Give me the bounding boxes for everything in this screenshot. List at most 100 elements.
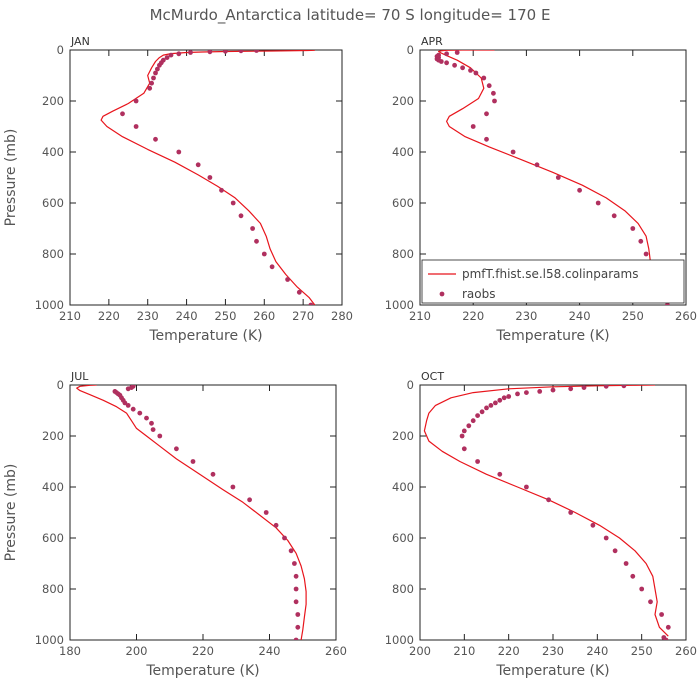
obs-point <box>454 50 460 55</box>
y-tick-label: 600 <box>392 196 414 210</box>
obs-point <box>293 637 299 640</box>
obs-point <box>515 391 520 397</box>
y-tick-label: 800 <box>42 247 64 261</box>
obs-point <box>534 162 540 168</box>
obs-point <box>491 90 496 96</box>
chart-panel-jul: 180 200 220 240 260 0 200 400 600 800 1000 JUL Tempe… <box>3 370 347 679</box>
obs-point <box>621 385 627 389</box>
obs-point <box>630 226 636 231</box>
obs-point <box>484 405 489 411</box>
obs-point <box>595 200 601 206</box>
obs-point <box>444 51 449 57</box>
y-tick-label: 1000 <box>385 633 414 647</box>
obs-point <box>295 624 301 630</box>
chart-panel-jan: 210 220 230 240 250 260 270 280 0 200 400 600 800 100… <box>3 35 353 344</box>
obs-point <box>537 389 543 394</box>
obs-point <box>296 289 302 295</box>
obs-point <box>550 387 556 393</box>
obs-point <box>133 98 139 104</box>
obs-point <box>470 124 476 129</box>
obs-point <box>151 75 156 81</box>
obs-point <box>630 573 636 579</box>
obs-point <box>207 175 213 180</box>
plot-frame <box>69 49 343 306</box>
obs-point <box>506 394 512 399</box>
y-tick-label: 0 <box>407 378 414 392</box>
obs-point <box>581 385 587 390</box>
x-tick-label: 230 <box>515 309 537 323</box>
y-tick-label: 600 <box>42 531 64 545</box>
legend: pmfT.fhist.se.l58.colinparams raobs <box>421 259 685 304</box>
obs-point <box>497 397 503 403</box>
y-tick-label: 200 <box>392 429 414 443</box>
obs-point <box>293 573 299 579</box>
obs-point <box>452 62 457 68</box>
chart-panel-apr: 210 220 230 240 250 260 0 200 400 600 800 1000 APR Te… <box>385 35 697 344</box>
obs-point <box>497 471 503 477</box>
obs-point <box>481 75 487 81</box>
obs-point <box>207 50 213 55</box>
y-tick-label: 800 <box>42 582 64 596</box>
obs-point <box>230 200 236 206</box>
obs-point <box>436 52 441 58</box>
y-tick-label: 400 <box>42 480 64 494</box>
obs-point <box>470 418 476 424</box>
obs-point <box>501 395 507 401</box>
obs-point <box>466 423 472 429</box>
x-tick-label: 260 <box>675 644 697 658</box>
obs-point <box>254 238 259 244</box>
obs-point <box>524 390 529 395</box>
obs-point <box>153 136 158 142</box>
x-tick-label: 260 <box>325 644 347 658</box>
y-tick-label: 200 <box>392 94 414 108</box>
obs-point <box>238 213 244 219</box>
obs-point <box>603 535 609 541</box>
model-profile-line <box>423 385 669 637</box>
obs-point <box>665 624 671 630</box>
obs-point <box>137 410 143 416</box>
panel-month-label: JAN <box>70 35 90 48</box>
obs-point <box>223 50 228 54</box>
x-tick-label: 180 <box>59 644 81 658</box>
obs-point <box>168 52 174 58</box>
obs-point <box>648 599 653 605</box>
x-tick-label: 240 <box>259 644 281 658</box>
x-axis-label: Temperature (K) <box>495 663 609 679</box>
x-tick-label: 250 <box>622 309 644 323</box>
obs-point <box>568 386 574 392</box>
y-tick-label: 400 <box>392 145 414 159</box>
obs-point <box>460 65 465 71</box>
obs-point <box>230 484 236 490</box>
obs-point <box>488 403 494 408</box>
obs-point <box>174 446 179 452</box>
x-tick-label: 210 <box>409 309 431 323</box>
y-tick-label: 200 <box>42 429 64 443</box>
y-tick-label: 800 <box>392 247 414 261</box>
obs-point <box>612 548 618 554</box>
obs-point <box>577 187 582 193</box>
obs-point <box>659 612 664 617</box>
obs-point <box>484 136 489 142</box>
obs-point <box>176 149 182 155</box>
obs-point <box>130 385 136 389</box>
panels: 210 220 230 240 250 260 270 280 0 200 400 600 800 100… <box>3 35 697 679</box>
x-tick-label: 240 <box>176 309 198 323</box>
x-tick-label: 260 <box>675 309 697 323</box>
obs-point <box>153 70 158 76</box>
obs-point <box>282 535 287 541</box>
obs-point <box>623 561 629 566</box>
obs-point <box>188 50 193 55</box>
obs-point <box>661 635 667 640</box>
x-tick-label: 280 <box>331 309 353 323</box>
obs-point <box>475 413 480 418</box>
obs-point <box>603 385 609 389</box>
obs-point <box>555 175 561 180</box>
obs-point <box>150 427 156 432</box>
obs-point <box>273 522 279 528</box>
obs-point <box>155 66 160 72</box>
y-tick-label: 1000 <box>35 298 64 312</box>
y-tick-label: 600 <box>42 196 64 210</box>
obs-point <box>133 124 139 129</box>
obs-point <box>639 586 645 592</box>
